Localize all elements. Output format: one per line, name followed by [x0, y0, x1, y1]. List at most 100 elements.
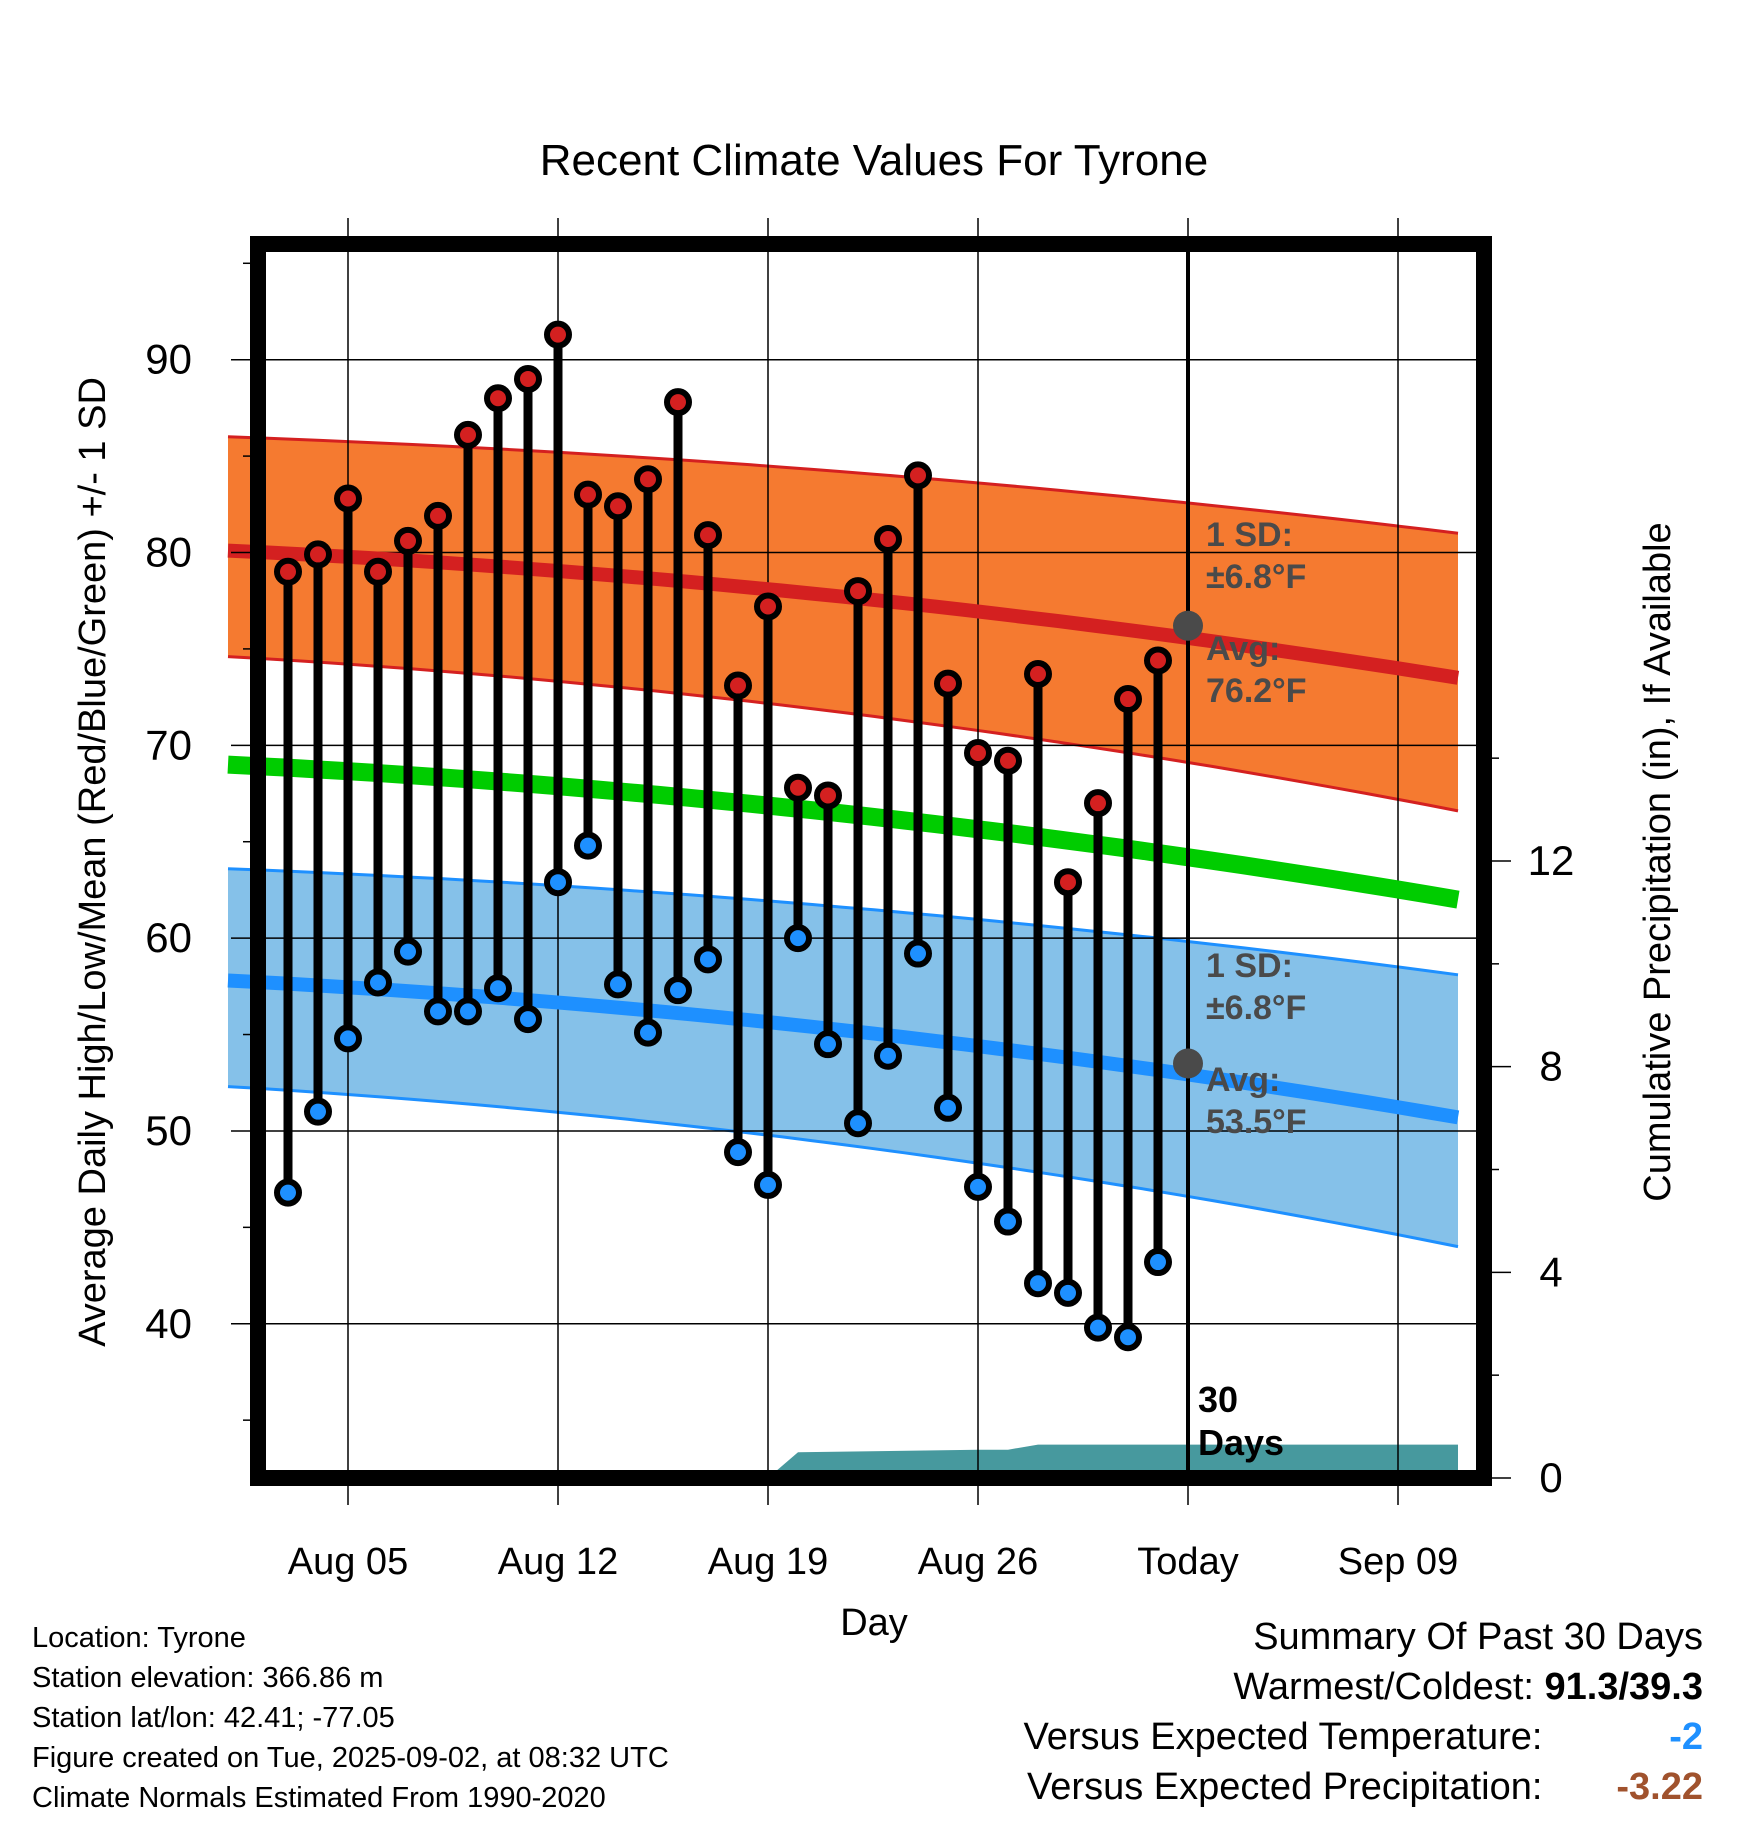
y-axis-label: Average Daily High/Low/Mean (Red/Blue/Gr…: [72, 377, 114, 1347]
summary-warmest-coldest: Warmest/Coldest: 91.3/39.3: [1024, 1662, 1703, 1712]
daily-high-point: [1144, 646, 1172, 675]
x-tick-label: Aug 05: [288, 1541, 408, 1583]
temp-label: Versus Expected Temperature:: [1023, 1716, 1543, 1758]
low-avg-value: 53.5°F: [1206, 1103, 1307, 1141]
daily-low-point: [994, 1207, 1022, 1236]
daily-high-point: [694, 521, 722, 550]
daily-high-point: [664, 388, 692, 417]
summary-panel: Summary Of Past 30 Days Warmest/Coldest:…: [1024, 1612, 1703, 1812]
daily-high-point: [874, 525, 902, 554]
daily-low-point: [1084, 1313, 1112, 1342]
daily-low-point: [334, 1024, 362, 1053]
daily-low-point: [814, 1030, 842, 1059]
daily-low-point: [634, 1018, 662, 1047]
info-elevation: Station elevation: 366.86 m: [32, 1662, 384, 1694]
daily-high-point: [934, 669, 962, 698]
low-sd-label: 1 SD:: [1206, 947, 1293, 985]
warmest-coldest-label: Warmest/Coldest:: [1233, 1666, 1534, 1708]
high-avg-value: 76.2°F: [1206, 672, 1307, 710]
info-created: Figure created on Tue, 2025-09-02, at 08…: [32, 1742, 669, 1774]
today-days-label: Days: [1198, 1422, 1284, 1463]
daily-high-point: [964, 739, 992, 768]
daily-low-point: [394, 937, 422, 966]
daily-high-point: [424, 501, 452, 530]
daily-low-point: [424, 997, 452, 1026]
y-tick-label: 60: [145, 914, 192, 961]
daily-low-point: [364, 968, 392, 997]
today-days-count: 30: [1198, 1379, 1238, 1420]
daily-low-point: [304, 1097, 332, 1126]
daily-low-point: [934, 1093, 962, 1122]
daily-high-point: [364, 557, 392, 586]
daily-low-point: [1114, 1323, 1142, 1352]
high-avg-label: Avg:: [1206, 630, 1280, 668]
daily-high-point: [844, 577, 872, 606]
x-tick-label: Aug 19: [708, 1541, 828, 1583]
daily-low-point: [754, 1170, 782, 1199]
daily-low-point: [454, 997, 482, 1026]
daily-high-point: [724, 671, 752, 700]
y-tick-label: 90: [145, 336, 192, 383]
y-tick-label: 50: [145, 1107, 192, 1154]
daily-high-point: [394, 526, 422, 555]
low-band-upper-edge: [227, 867, 1459, 977]
x-axis-label: Day: [840, 1602, 908, 1644]
chart-title: Recent Climate Values For Tyrone: [540, 136, 1208, 185]
daily-high-point: [1024, 659, 1052, 688]
precip-value: -3.22: [1616, 1766, 1703, 1808]
daily-high-point: [304, 540, 332, 569]
daily-high-point: [904, 461, 932, 490]
y2-tick-label: 8: [1539, 1043, 1562, 1090]
low-sd-value: ±6.8°F: [1206, 989, 1306, 1027]
warmest-coldest-value: 91.3/39.3: [1544, 1666, 1703, 1708]
daily-high-point: [1054, 868, 1082, 897]
today-high-average-dot: [1173, 610, 1203, 641]
daily-low-point: [274, 1178, 302, 1207]
precip-label: Versus Expected Precipitation:: [1027, 1766, 1543, 1808]
daily-high-point: [814, 781, 842, 810]
low-band-lower-edge: [227, 1085, 1459, 1249]
daily-low-point: [484, 974, 512, 1003]
daily-low-point: [544, 868, 572, 897]
daily-low-point: [904, 939, 932, 968]
x-tick-label: Aug 26: [918, 1541, 1038, 1583]
daily-low-point: [784, 924, 812, 953]
today-low-average-dot: [1173, 1048, 1203, 1079]
high-sd-band: [228, 436, 1458, 811]
x-tick-label: Today: [1137, 1541, 1238, 1583]
daily-low-point: [514, 1005, 542, 1034]
daily-high-point: [754, 592, 782, 621]
daily-low-point: [694, 945, 722, 974]
x-tick-label: Sep 09: [1338, 1541, 1458, 1583]
y2-tick-label: 12: [1528, 837, 1575, 884]
daily-low-point: [1144, 1248, 1172, 1277]
high-average-line: [227, 543, 1460, 685]
y2-tick-label: 4: [1539, 1248, 1562, 1295]
daily-low-point: [724, 1138, 752, 1167]
temp-value: -2: [1669, 1716, 1703, 1758]
low-avg-label: Avg:: [1206, 1061, 1280, 1099]
high-band-upper-edge: [227, 435, 1459, 535]
high-sd-value: ±6.8°F: [1206, 558, 1306, 596]
daily-high-point: [994, 746, 1022, 775]
daily-low-point: [604, 970, 632, 999]
summary-precip: Versus Expected Precipitation: -3.22: [1024, 1762, 1703, 1812]
daily-high-point: [604, 492, 632, 521]
y-tick-label: 40: [145, 1300, 192, 1347]
x-tick-label: Aug 12: [498, 1541, 618, 1583]
summary-title: Summary Of Past 30 Days: [1253, 1616, 1703, 1658]
daily-low-point: [844, 1109, 872, 1138]
station-info: Location: Tyrone Station elevation: 366.…: [32, 1618, 669, 1818]
info-location: Location: Tyrone: [32, 1622, 246, 1654]
daily-high-point: [1114, 685, 1142, 714]
daily-low-point: [1054, 1278, 1082, 1307]
daily-low-point: [1024, 1269, 1052, 1298]
y-tick-label: 70: [145, 721, 192, 768]
summary-temp: Versus Expected Temperature: -2: [1024, 1712, 1703, 1762]
daily-high-point: [544, 320, 572, 349]
low-average-line: [227, 973, 1460, 1125]
daily-high-point: [334, 484, 362, 513]
info-normals: Climate Normals Estimated From 1990-2020: [32, 1782, 606, 1814]
mean-normal-line: [227, 755, 1460, 909]
